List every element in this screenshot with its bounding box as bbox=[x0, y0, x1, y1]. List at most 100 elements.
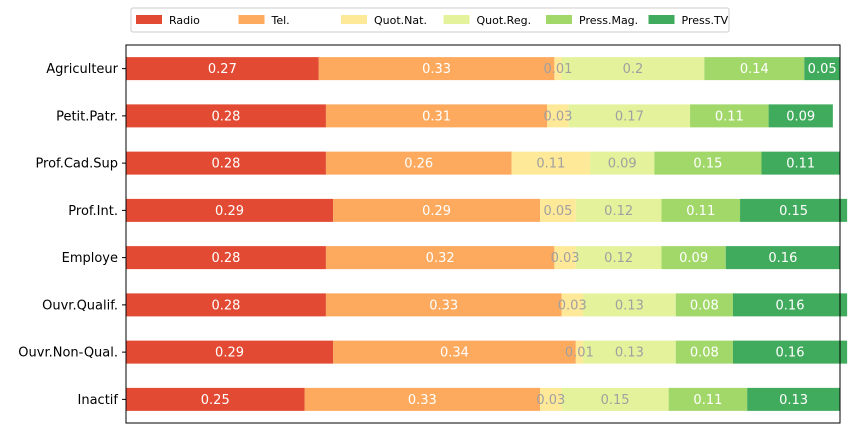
value-label: 0.08 bbox=[690, 346, 719, 361]
bar-Tel.-Prof.Cad.Sup bbox=[325, 151, 512, 175]
legend-label: Quot.Nat. bbox=[374, 14, 427, 27]
bar-Quot.Reg.-Inactif bbox=[561, 387, 669, 411]
value-label: 0.15 bbox=[693, 157, 722, 172]
value-label: 0.32 bbox=[426, 251, 455, 266]
value-label: 0.03 bbox=[536, 393, 565, 408]
value-label: 0.11 bbox=[686, 204, 715, 219]
value-label: 0.09 bbox=[608, 157, 637, 172]
value-label: 0.15 bbox=[779, 204, 808, 219]
bar-Quot.Reg.-Employe bbox=[575, 246, 662, 270]
bar-Quot.Nat.-Prof.Cad.Sup bbox=[511, 151, 591, 175]
value-label: 0.25 bbox=[201, 393, 230, 408]
value-label: 0.09 bbox=[786, 109, 815, 124]
value-label: 0.16 bbox=[768, 251, 797, 266]
bar-Quot.Nat.-Agriculteur bbox=[554, 57, 562, 81]
value-label: 0.03 bbox=[543, 109, 572, 124]
legend-label: Tel. bbox=[271, 14, 290, 27]
value-label: 0.05 bbox=[543, 204, 572, 219]
bar-Radio-Agriculteur bbox=[126, 57, 319, 81]
bar-Tel.-Ouvr.Qualif. bbox=[325, 293, 562, 317]
value-label: 0.29 bbox=[422, 204, 451, 219]
bar-Tel.-Petit.Patr. bbox=[325, 104, 548, 128]
legend-label: Radio bbox=[169, 14, 200, 27]
bar-Quot.Reg.-Petit.Patr. bbox=[568, 104, 691, 128]
bar-Press.Mag.-Inactif bbox=[668, 387, 748, 411]
legend-label: Press.TV bbox=[682, 14, 729, 27]
bar-Radio-Ouvr.Non-Qual. bbox=[126, 340, 334, 364]
bar-Quot.Nat.-Prof.Int. bbox=[540, 198, 576, 222]
bar-Press.Mag.-Agriculteur bbox=[704, 57, 805, 81]
value-label: 0.17 bbox=[615, 109, 644, 124]
bar-Quot.Nat.-Ouvr.Qualif. bbox=[561, 293, 583, 317]
bar-Quot.Nat.-Inactif bbox=[540, 387, 562, 411]
bar-Radio-Petit.Patr. bbox=[126, 104, 326, 128]
bar-Quot.Reg.-Ouvr.Qualif. bbox=[582, 293, 676, 317]
bar-Radio-Prof.Cad.Sup bbox=[126, 151, 326, 175]
bar-Tel.-Inactif bbox=[304, 387, 541, 411]
value-label: 0.28 bbox=[211, 298, 240, 313]
bar-Tel.-Employe bbox=[325, 246, 555, 270]
value-label: 0.29 bbox=[215, 204, 244, 219]
bar-Press.Mag.-Petit.Patr. bbox=[690, 104, 769, 128]
bar-Press.TV-Prof.Int. bbox=[740, 198, 848, 222]
value-label: 0.08 bbox=[690, 298, 719, 313]
value-label: 0.29 bbox=[215, 346, 244, 361]
value-label: 0.27 bbox=[208, 62, 237, 77]
bar-Radio-Employe bbox=[126, 246, 326, 270]
value-label: 0.12 bbox=[604, 204, 633, 219]
legend-swatch-Quot.Nat. bbox=[341, 15, 367, 24]
bar-Quot.Nat.-Employe bbox=[554, 246, 576, 270]
bar-Press.Mag.-Prof.Int. bbox=[661, 198, 741, 222]
bar-Press.TV-Petit.Patr. bbox=[768, 104, 833, 128]
bar-Press.Mag.-Prof.Cad.Sup bbox=[654, 151, 762, 175]
value-label: 0.26 bbox=[404, 157, 433, 172]
bar-Quot.Reg.-Prof.Int. bbox=[575, 198, 662, 222]
bars-layer bbox=[126, 57, 848, 411]
bar-Press.TV-Ouvr.Qualif. bbox=[732, 293, 848, 317]
y-tick-label: Petit.Patr. bbox=[56, 109, 118, 124]
y-tick-label: Ouvr.Non-Qual. bbox=[18, 346, 118, 361]
value-label: 0.01 bbox=[543, 62, 572, 77]
value-label: 0.12 bbox=[604, 251, 633, 266]
y-tick-label: Employe bbox=[62, 251, 118, 266]
bar-Press.TV-Prof.Cad.Sup bbox=[761, 151, 840, 175]
value-label: 0.33 bbox=[429, 298, 458, 313]
value-label: 0.28 bbox=[211, 109, 240, 124]
bar-Radio-Prof.Int. bbox=[126, 198, 334, 222]
bar-Quot.Nat.-Ouvr.Non-Qual. bbox=[575, 340, 583, 364]
bar-Tel.-Ouvr.Non-Qual. bbox=[333, 340, 576, 364]
value-label: 0.03 bbox=[558, 298, 587, 313]
legend-label: Quot.Reg. bbox=[477, 14, 532, 27]
legend-swatch-Radio bbox=[136, 15, 162, 24]
y-tick-label: Ouvr.Qualif. bbox=[42, 298, 118, 313]
value-label: 0.28 bbox=[211, 157, 240, 172]
value-label: 0.03 bbox=[551, 251, 580, 266]
bar-Quot.Nat.-Petit.Patr. bbox=[547, 104, 569, 128]
bar-Press.Mag.-Employe bbox=[661, 246, 726, 270]
value-label: 0.09 bbox=[679, 251, 708, 266]
bar-Quot.Reg.-Prof.Cad.Sup bbox=[590, 151, 655, 175]
value-label: 0.15 bbox=[601, 393, 630, 408]
value-label: 0.2 bbox=[623, 62, 644, 77]
legend-swatch-Press.Mag. bbox=[546, 15, 572, 24]
bar-Press.TV-Ouvr.Non-Qual. bbox=[732, 340, 848, 364]
bar-Press.TV-Inactif bbox=[747, 387, 840, 411]
value-label: 0.13 bbox=[615, 346, 644, 361]
value-label: 0.33 bbox=[408, 393, 437, 408]
value-label: 0.14 bbox=[740, 62, 769, 77]
value-label: 0.31 bbox=[422, 109, 451, 124]
legend: Radio Tel. Quot.Nat. Quot.Reg. Press.Mag. Pre… bbox=[130, 7, 730, 33]
bar-Tel.-Prof.Int. bbox=[333, 198, 541, 222]
value-label: 0.16 bbox=[776, 298, 805, 313]
value-label: 0.16 bbox=[776, 346, 805, 361]
legend-swatch-Press.TV bbox=[648, 15, 675, 24]
y-tick-label: Prof.Cad.Sup bbox=[35, 157, 118, 172]
bar-Press.Mag.-Ouvr.Qualif. bbox=[675, 293, 733, 317]
bar-Radio-Ouvr.Qualif. bbox=[126, 293, 326, 317]
legend-label: Press.Mag. bbox=[579, 14, 638, 27]
y-tick-label: Prof.Int. bbox=[68, 204, 118, 219]
value-label: 0.01 bbox=[565, 346, 594, 361]
value-label: 0.13 bbox=[779, 393, 808, 408]
bar-Radio-Inactif bbox=[126, 387, 305, 411]
